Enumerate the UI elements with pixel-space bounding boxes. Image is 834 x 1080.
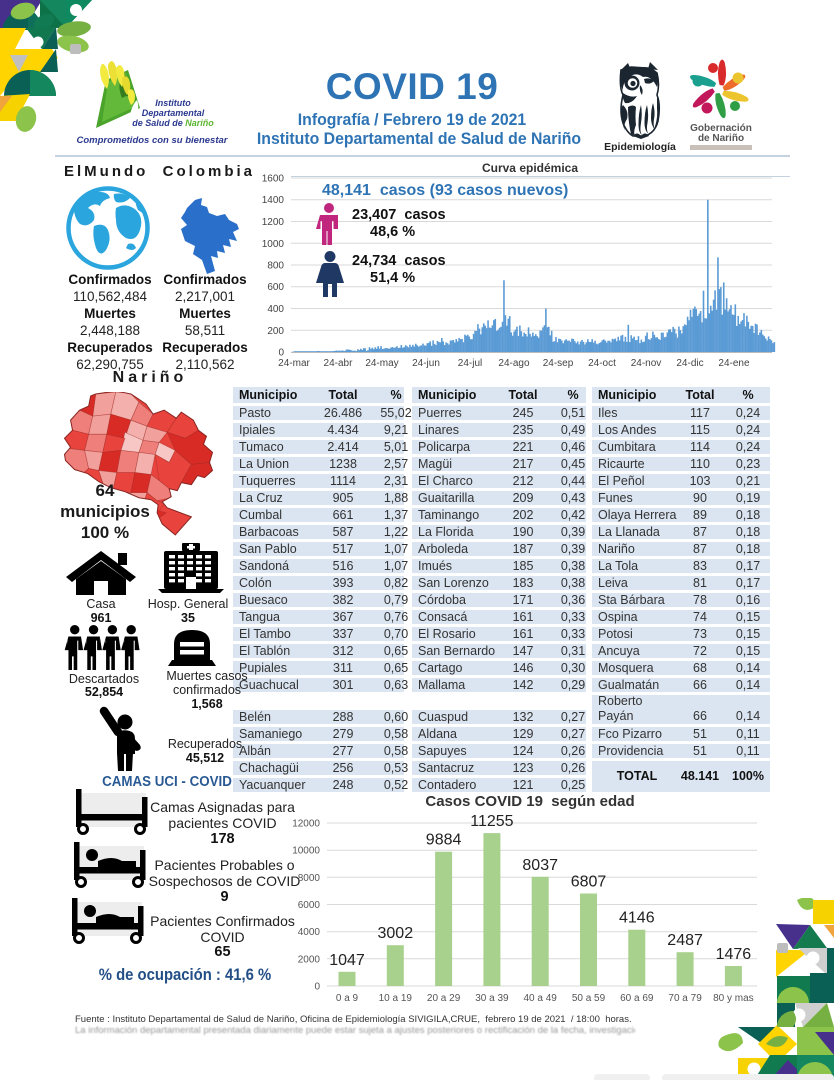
svg-text:9884: 9884 [426, 832, 462, 849]
svg-text:1476: 1476 [716, 946, 752, 963]
svg-text:10 a 19: 10 a 19 [379, 993, 413, 1004]
svg-text:80 y mas: 80 y mas [713, 993, 754, 1004]
svg-text:10000: 10000 [292, 846, 320, 857]
svg-text:200: 200 [267, 326, 284, 337]
svg-text:24-may: 24-may [365, 358, 398, 369]
svg-text:8037: 8037 [522, 857, 558, 874]
svg-text:600: 600 [267, 282, 284, 293]
svg-text:8000: 8000 [298, 873, 321, 884]
svg-text:2487: 2487 [667, 932, 703, 949]
svg-text:24-ago: 24-ago [498, 358, 530, 369]
svg-text:70 a 79: 70 a 79 [668, 993, 702, 1004]
svg-text:1400: 1400 [262, 195, 285, 206]
svg-text:800: 800 [267, 261, 284, 272]
svg-text:11255: 11255 [470, 813, 513, 830]
svg-text:24-abr: 24-abr [324, 358, 354, 369]
svg-text:20 a 29: 20 a 29 [427, 993, 461, 1004]
svg-text:50 a 59: 50 a 59 [572, 993, 606, 1004]
svg-text:6000: 6000 [298, 900, 321, 911]
svg-text:24-jul: 24-jul [458, 358, 482, 369]
svg-text:3002: 3002 [378, 925, 414, 942]
svg-text:1047: 1047 [329, 952, 365, 969]
svg-text:24-jun: 24-jun [412, 358, 440, 369]
svg-text:4000: 4000 [298, 927, 321, 938]
svg-text:40 a 49: 40 a 49 [524, 993, 558, 1004]
svg-text:6807: 6807 [571, 874, 607, 891]
svg-text:0: 0 [278, 348, 284, 359]
svg-text:1200: 1200 [262, 217, 285, 228]
svg-text:4146: 4146 [619, 910, 655, 927]
svg-text:1600: 1600 [262, 174, 285, 185]
svg-text:60 a 69: 60 a 69 [620, 993, 654, 1004]
svg-text:24-nov: 24-nov [631, 358, 662, 369]
svg-text:24-oct: 24-oct [588, 358, 616, 369]
svg-text:2000: 2000 [298, 954, 321, 965]
svg-text:400: 400 [267, 304, 284, 315]
svg-text:30 a 39: 30 a 39 [475, 993, 509, 1004]
svg-text:0: 0 [314, 982, 320, 993]
svg-text:12000: 12000 [292, 819, 320, 830]
svg-text:24-sep: 24-sep [543, 358, 574, 369]
svg-text:0 a 9: 0 a 9 [336, 993, 359, 1004]
svg-text:Casos COVID 19 según edad: Casos COVID 19 según edad [425, 793, 634, 810]
svg-text:24-ene: 24-ene [718, 358, 750, 369]
svg-text:1000: 1000 [262, 239, 285, 250]
svg-text:24-mar: 24-mar [278, 358, 310, 369]
svg-text:24-dic: 24-dic [676, 358, 703, 369]
